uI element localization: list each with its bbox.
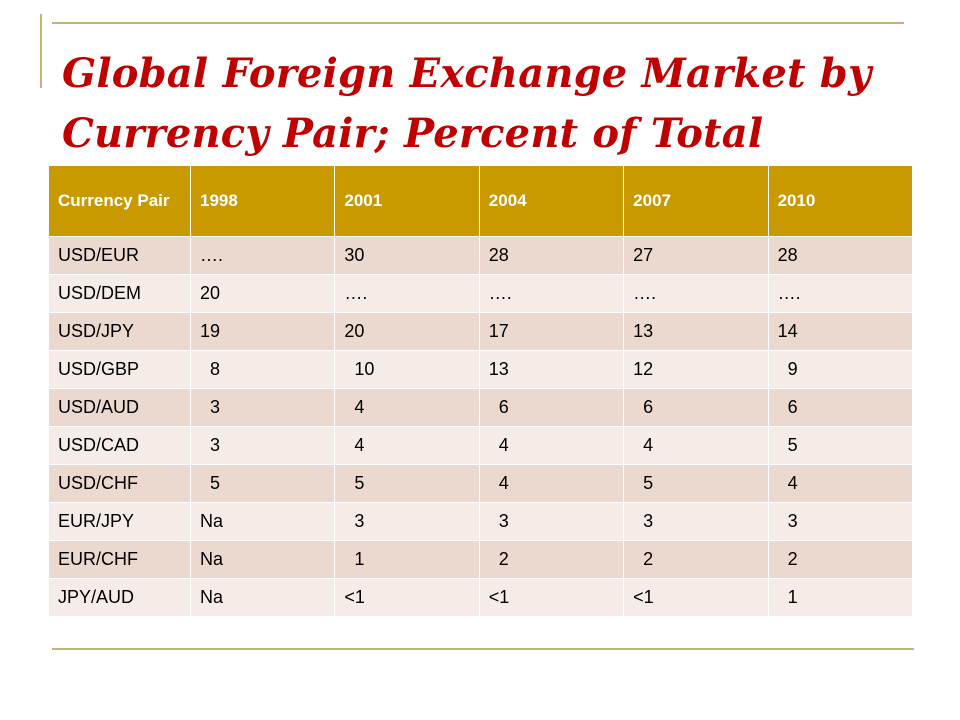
cell-value: 12: [623, 350, 769, 389]
table-container: Currency Pair 1998 2001 2004 2007 2010 U…: [48, 165, 913, 617]
cell-value: 14: [767, 312, 913, 351]
header-year-2001: 2001: [334, 165, 480, 237]
table-row: USD/DEM 20 …. …. …. ….: [48, 274, 913, 313]
cell-value: Na: [189, 540, 336, 579]
cell-value: Na: [189, 502, 336, 541]
currency-pair-table: Currency Pair 1998 2001 2004 2007 2010 U…: [48, 165, 913, 617]
header-currency-pair: Currency Pair: [48, 165, 191, 237]
header-row: Currency Pair 1998 2001 2004 2007 2010: [48, 165, 913, 237]
cell-value: 3: [189, 426, 336, 465]
table-row: USD/JPY 19 20 17 13 14: [48, 312, 913, 351]
cell-value: 5: [189, 464, 336, 503]
table-row: USD/AUD 3 4 6 6 6: [48, 388, 913, 427]
cell-value: 4: [623, 426, 769, 465]
cell-value: 17: [478, 312, 625, 351]
cell-value: 5: [767, 426, 913, 465]
cell-value: 6: [767, 388, 913, 427]
cell-value: 4: [334, 426, 480, 465]
table-row: USD/EUR …. 30 28 27 28: [48, 236, 913, 275]
cell-value: 28: [478, 236, 625, 275]
cell-value: 1: [767, 578, 913, 617]
cell-pair: USD/DEM: [48, 274, 191, 313]
cell-value: 13: [623, 312, 769, 351]
table-header: Currency Pair 1998 2001 2004 2007 2010: [48, 165, 913, 237]
cell-value: 20: [334, 312, 480, 351]
header-year-2010: 2010: [767, 165, 913, 237]
table-row: EUR/CHF Na 1 2 2 2: [48, 540, 913, 579]
cell-value: 3: [478, 502, 625, 541]
slide-title: Global Foreign Exchange Market by Curren…: [62, 50, 872, 157]
cell-value: ….: [767, 274, 913, 313]
table-body: USD/EUR …. 30 28 27 28 USD/DEM 20 …. …. …: [48, 236, 913, 617]
cell-value: <1: [334, 578, 480, 617]
cell-value: 4: [478, 464, 625, 503]
cell-value: 19: [189, 312, 336, 351]
cell-pair: USD/CHF: [48, 464, 191, 503]
table-row: JPY/AUD Na <1 <1 <1 1: [48, 578, 913, 617]
cell-value: ….: [189, 236, 336, 275]
cell-value: ….: [334, 274, 480, 313]
cell-value: 4: [334, 388, 480, 427]
cell-pair: USD/CAD: [48, 426, 191, 465]
cell-value: 2: [623, 540, 769, 579]
cell-pair: USD/EUR: [48, 236, 191, 275]
cell-value: ….: [623, 274, 769, 313]
table-row: USD/CAD 3 4 4 4 5: [48, 426, 913, 465]
left-rule: [40, 14, 42, 88]
cell-value: 28: [767, 236, 913, 275]
cell-value: 5: [623, 464, 769, 503]
cell-value: 13: [478, 350, 625, 389]
header-year-2004: 2004: [478, 165, 625, 237]
table-row: EUR/JPY Na 3 3 3 3: [48, 502, 913, 541]
cell-value: 3: [334, 502, 480, 541]
cell-value: 4: [478, 426, 625, 465]
cell-value: 5: [334, 464, 480, 503]
header-year-2007: 2007: [623, 165, 769, 237]
cell-pair: USD/GBP: [48, 350, 191, 389]
cell-value: 2: [767, 540, 913, 579]
cell-value: 4: [767, 464, 913, 503]
cell-pair: EUR/CHF: [48, 540, 191, 579]
cell-value: 9: [767, 350, 913, 389]
cell-pair: USD/JPY: [48, 312, 191, 351]
table-row: USD/GBP 8 10 13 12 9: [48, 350, 913, 389]
cell-value: 27: [623, 236, 769, 275]
cell-value: <1: [478, 578, 625, 617]
cell-value: ….: [478, 274, 625, 313]
cell-value: 6: [623, 388, 769, 427]
header-year-1998: 1998: [189, 165, 336, 237]
cell-value: 6: [478, 388, 625, 427]
cell-value: 30: [334, 236, 480, 275]
cell-value: 10: [334, 350, 480, 389]
cell-value: Na: [189, 578, 336, 617]
cell-value: 3: [623, 502, 769, 541]
cell-value: 3: [189, 388, 336, 427]
top-rule: [52, 22, 904, 24]
cell-value: 1: [334, 540, 480, 579]
cell-pair: EUR/JPY: [48, 502, 191, 541]
cell-value: 8: [189, 350, 336, 389]
cell-value: 3: [767, 502, 913, 541]
cell-value: 2: [478, 540, 625, 579]
cell-value: <1: [623, 578, 769, 617]
cell-pair: JPY/AUD: [48, 578, 191, 617]
bottom-rule: [52, 648, 914, 650]
cell-pair: USD/AUD: [48, 388, 191, 427]
cell-value: 20: [189, 274, 336, 313]
table-row: USD/CHF 5 5 4 5 4: [48, 464, 913, 503]
